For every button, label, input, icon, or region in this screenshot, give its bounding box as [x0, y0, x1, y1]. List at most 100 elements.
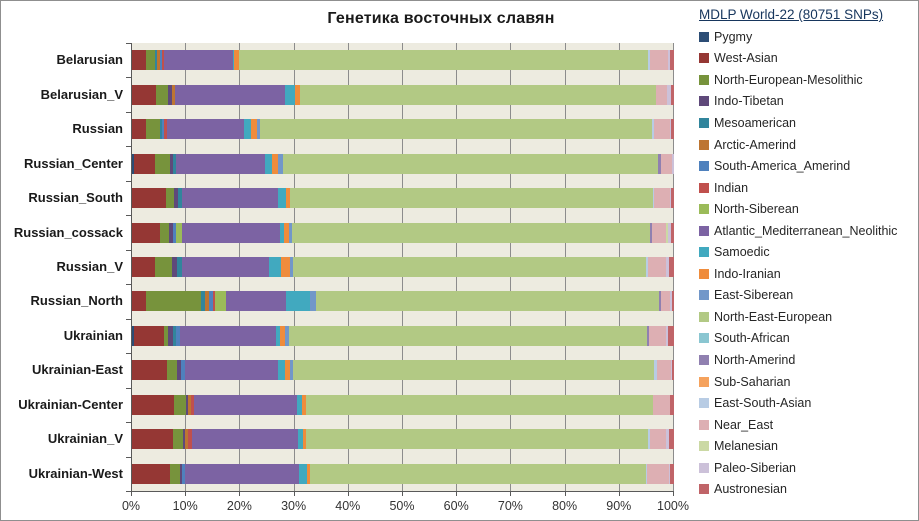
bar-segment-Paleo-Siberian: [670, 360, 672, 381]
y-tick: [126, 318, 131, 320]
bar-segment-East-Siberean: [256, 119, 260, 140]
bar-segment-Samoedic: [232, 50, 235, 71]
category-label: Ukrainian_V: [47, 431, 123, 447]
bar-segment-North-Siberean: [214, 291, 226, 312]
bar-segment-Near_East: [654, 119, 670, 140]
y-tick: [126, 146, 131, 148]
legend-item-Arctic-Amerind: Arctic-Amerind: [699, 134, 915, 156]
x-tick: [185, 492, 187, 496]
legend-item-West-Asian: West-Asian: [699, 48, 915, 70]
bar-segment-Indo-Tibetan: [179, 463, 182, 484]
bar-segment-Austronesian: [669, 429, 674, 450]
bar-segment-North-East-European: [288, 325, 647, 346]
legend-swatch: [699, 74, 709, 85]
bar-segment-Indo-Iranian: [250, 119, 257, 140]
bar-segment-East-South-Asian: [652, 188, 655, 209]
bar-segment-Atlantic_Mediterranean_Neolithic: [181, 257, 269, 277]
legend-swatch: [699, 182, 709, 193]
legend: MDLP World-22 (80751 SNPs) Pygmy West-Asi…: [699, 7, 915, 500]
legend-swatch: [699, 441, 709, 452]
legend-swatch: [699, 462, 709, 473]
bar-segment-North-East-European: [239, 50, 648, 71]
bar-segment-East-South-Asian: [647, 429, 651, 450]
bar-segment-North-European-Mesolithic: [169, 463, 180, 484]
bar-segment-Mesoamerican: [176, 257, 182, 277]
bar-segment-Austronesian: [671, 119, 674, 140]
legend-label: East-South-Asian: [714, 396, 812, 411]
bar-segment-Atlantic_Mediterranean_Neolithic: [176, 153, 265, 174]
bar-segment-East-Siberean: [288, 222, 292, 243]
legend-label: Mesoamerican: [714, 115, 796, 130]
bar-segment-East-South-Asian: [647, 50, 651, 71]
category-label: Ukrainian-West: [28, 465, 123, 481]
legend-item-Pygmy: Pygmy: [699, 26, 915, 48]
bar-segment-North-Siberean: [176, 222, 182, 243]
bar-segment-North-European-Mesolithic: [155, 153, 171, 174]
bar-segment-South-America_Amerind: [176, 325, 180, 346]
y-tick: [126, 180, 131, 182]
bar-segment-North-East-European: [306, 394, 653, 415]
legend-item-Mesoamerican: Mesoamerican: [699, 112, 915, 134]
legend-item-Samoedic: Samoedic: [699, 241, 915, 263]
bar-segment-Samoedic: [296, 394, 302, 415]
bar-segment-Atlantic_Mediterranean_Neolithic: [185, 360, 279, 381]
legend-item-Austronesian: Austronesian: [699, 478, 915, 500]
bar-segment-South-America_Amerind: [181, 463, 185, 484]
bar-segment-North-East-European: [283, 153, 659, 174]
bar-segment-Arctic-Amerind: [205, 291, 210, 312]
x-axis-label: 20%: [226, 499, 252, 513]
bar-segment-North-Amerind: [658, 291, 662, 312]
bar-Russian_cossack: [132, 222, 674, 243]
y-tick: [126, 215, 131, 217]
x-tick: [131, 492, 132, 496]
bar-segment-South-America_Amerind: [173, 222, 177, 243]
x-axis-label: 30%: [281, 499, 307, 513]
bar-segment-Austronesian: [671, 188, 674, 209]
bar-segment-Indo-Iranian: [284, 360, 290, 381]
bar-segment-North-European-Mesolithic: [173, 394, 186, 415]
y-tick: [126, 77, 131, 79]
x-axis-label: 100%: [657, 499, 689, 513]
bar-Ukrainian-Center: [132, 394, 674, 415]
bar-segment-North-European-Mesolithic: [146, 119, 161, 140]
bar-segment-North-East-European: [259, 119, 653, 140]
legend-swatch: [699, 31, 709, 42]
legend-swatch: [699, 225, 709, 236]
legend-swatch: [699, 161, 709, 172]
bar-segment-Indo-Tibetan: [168, 325, 174, 346]
legend-label: Pygmy: [714, 29, 753, 44]
legend-swatch: [699, 398, 709, 409]
y-tick: [126, 456, 131, 458]
bar-segment-Atlantic_Mediterranean_Neolithic: [192, 429, 298, 450]
legend-label: North-Amerind: [714, 352, 796, 367]
bar-Russian_Center: [132, 153, 674, 174]
bar-segment-Indo-Iranian: [283, 222, 289, 243]
plot-area: [131, 43, 674, 492]
bar-segment-West-Asian: [132, 50, 147, 71]
legend-item-Sub-Saharian: Sub-Saharian: [699, 371, 915, 393]
bar-segment-East-Siberean: [285, 325, 289, 346]
y-tick: [126, 111, 131, 113]
bar-segment-Near_East: [648, 325, 667, 346]
legend-label: West-Asian: [714, 51, 778, 66]
bar-Ukrainian_V: [132, 429, 674, 450]
bar-Ukrainian: [132, 325, 674, 346]
bar-segment-Samoedic: [268, 257, 282, 277]
bar-segment-Atlantic_Mediterranean_Neolithic: [184, 463, 299, 484]
bar-segment-North-East-European: [315, 291, 659, 312]
bar-segment-Austronesian: [670, 222, 674, 243]
bar-segment-North-Amerind: [658, 153, 662, 174]
x-axis-label: 60%: [443, 499, 469, 513]
legend-label: Atlantic_Mediterranean_Neolithic: [714, 223, 898, 238]
bar-segment-Samoedic: [285, 84, 296, 105]
bar-segment-North-European-Mesolithic: [173, 429, 183, 450]
bar-segment-Mesoamerican: [177, 188, 182, 209]
bar-segment-Samoedic: [276, 325, 280, 346]
bar-segment-Paleo-Siberian: [672, 153, 674, 174]
bar-segment-Indian: [164, 119, 167, 140]
legend-label: Indo-Iranian: [714, 266, 781, 281]
bar-segment-Paleo-Siberian: [666, 325, 669, 346]
legend-item-East-Siberean: East-Siberean: [699, 285, 915, 307]
bar-segment-Indo-Tibetan: [182, 429, 185, 450]
legend-items: Pygmy West-Asian North-European-Mesolithic…: [699, 26, 915, 500]
